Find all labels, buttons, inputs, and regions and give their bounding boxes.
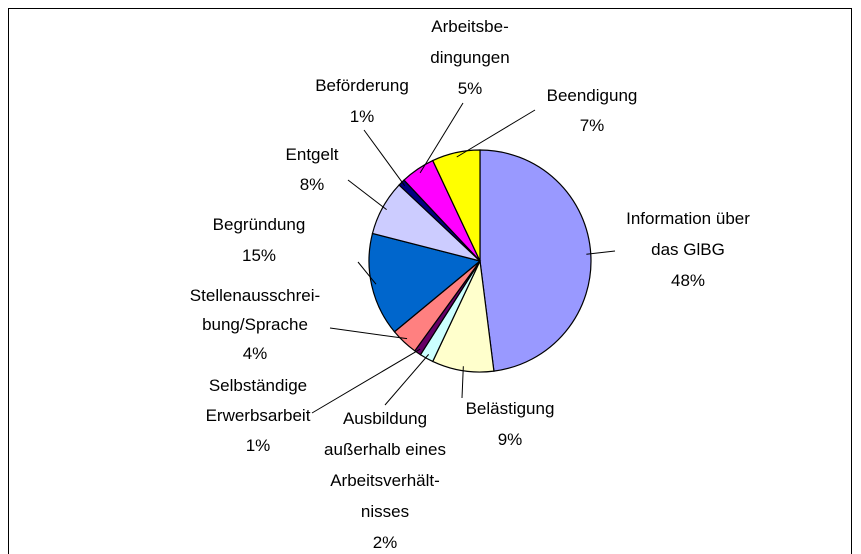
slice-value-label: 9%	[498, 430, 523, 449]
slice-label: Beförderung 1%	[315, 76, 409, 126]
slice-label-line: Erwerbsarbeit	[206, 406, 311, 425]
leader-line	[461, 366, 464, 399]
slice-label: Ausbildung außerhalb eines Arbeitsverhält-…	[324, 409, 446, 552]
slice-value-label: 5%	[458, 79, 483, 98]
slice-label-line: Selbständige	[209, 376, 307, 395]
leader-line	[384, 354, 430, 406]
slice-label-line: das GlBG	[651, 240, 725, 259]
leader-line	[347, 179, 387, 211]
slice-label-line: außerhalb eines	[324, 440, 446, 459]
leader-line	[357, 261, 377, 285]
slice-label: Stellenausschrei-bung/Sprache 4%	[190, 286, 320, 363]
slice-label: Belästigung 9%	[466, 399, 555, 449]
slice-value-label: 7%	[580, 116, 605, 135]
slice-label: Beendigung 7%	[547, 86, 638, 135]
slice-value-label: 15%	[242, 246, 276, 265]
slice-label: Entgelt 8%	[286, 145, 339, 194]
slice-label-line: Belästigung	[466, 399, 555, 418]
slice-label-line: Ausbildung	[343, 409, 427, 428]
slice-value-label: 8%	[300, 175, 325, 194]
slice-label-line: Arbeitsverhält-	[330, 471, 440, 490]
slice-value-label: 2%	[373, 533, 398, 552]
slice-value-label: 1%	[350, 107, 375, 126]
slice-value-label: 48%	[671, 271, 705, 290]
slice-label-line: Beendigung	[547, 86, 638, 105]
leader-line	[456, 109, 536, 158]
slice-label: Selbständige Erwerbsarbeit 1%	[206, 376, 311, 455]
slice-label-line: bung/Sprache	[202, 315, 308, 334]
leader-line	[419, 102, 464, 174]
slice-label: Information über das GlBG 48%	[626, 209, 750, 290]
slice-label: Arbeitsbe-dingungen 5%	[430, 17, 509, 98]
slice-label-line: nisses	[361, 502, 409, 521]
slice-value-label: 1%	[246, 436, 271, 455]
slice-label-line: Entgelt	[286, 145, 339, 164]
leader-line	[329, 327, 408, 340]
slice-label-line: Beförderung	[315, 76, 409, 95]
slice-label-line: Information über	[626, 209, 750, 228]
slice-label-line: Begründung	[213, 215, 306, 234]
slice-label-line: Arbeitsbe-	[431, 17, 508, 36]
leader-line	[586, 250, 616, 255]
slice-label: Begründung 15%	[213, 215, 306, 265]
pie-slice	[368, 232, 482, 333]
leader-line	[311, 348, 421, 414]
slice-label-line: dingungen	[430, 48, 509, 67]
pie-slice	[431, 149, 481, 262]
slice-label-line: Stellenausschrei-	[190, 286, 320, 305]
slice-value-label: 4%	[243, 344, 268, 363]
leader-line	[363, 129, 406, 186]
